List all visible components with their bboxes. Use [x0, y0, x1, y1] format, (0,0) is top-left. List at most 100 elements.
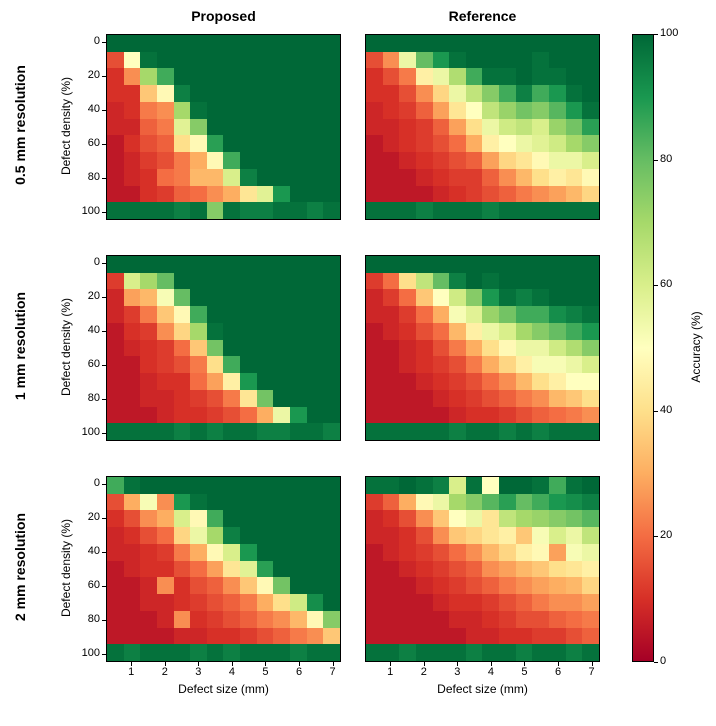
- heatmap-cell: [307, 306, 324, 323]
- heatmap-cell: [399, 323, 416, 340]
- heatmap-cell: [449, 35, 466, 52]
- heatmap-cell: [582, 135, 599, 152]
- heatmap-cell: [499, 119, 516, 136]
- heatmap-cell: [566, 390, 583, 407]
- heatmap-r1c1: [365, 255, 600, 441]
- heatmap-cell: [257, 407, 274, 424]
- heatmap-cell: [140, 289, 157, 306]
- heatmap-cell: [466, 68, 483, 85]
- heatmap-cell: [140, 340, 157, 357]
- heatmap-cell: [466, 340, 483, 357]
- heatmap-cell: [190, 477, 207, 494]
- heatmap-cell: [366, 169, 383, 186]
- heatmap-cell: [399, 544, 416, 561]
- heatmap-cell: [290, 494, 307, 511]
- heatmap-cell: [449, 423, 466, 440]
- heatmap-cell: [174, 135, 191, 152]
- heatmap-cell: [516, 169, 533, 186]
- heatmap-cell: [582, 407, 599, 424]
- heatmap-cell: [433, 510, 450, 527]
- heatmap-cell: [290, 68, 307, 85]
- heatmap-cell: [416, 152, 433, 169]
- heatmap-cell: [383, 119, 400, 136]
- heatmap-cell: [433, 373, 450, 390]
- heatmap-cell: [466, 135, 483, 152]
- heatmap-cell: [516, 256, 533, 273]
- heatmap-cell: [516, 273, 533, 290]
- heatmap-cell: [190, 628, 207, 645]
- row-title: 0.5 mm resolution: [12, 55, 28, 195]
- heatmap-cell: [140, 544, 157, 561]
- heatmap-cell: [549, 628, 566, 645]
- heatmap-cell: [383, 135, 400, 152]
- heatmap-cell: [140, 52, 157, 69]
- heatmap-cell: [157, 527, 174, 544]
- heatmap-cell: [157, 407, 174, 424]
- heatmap-cell: [174, 306, 191, 323]
- heatmap-cell: [549, 373, 566, 390]
- heatmap-cell: [566, 85, 583, 102]
- heatmap-cell: [549, 202, 566, 219]
- heatmap-cell: [532, 423, 549, 440]
- xtick-label: 4: [225, 666, 239, 678]
- heatmap-cell: [107, 544, 124, 561]
- heatmap-cell: [416, 510, 433, 527]
- heatmap-cell: [399, 594, 416, 611]
- heatmap-cell: [240, 356, 257, 373]
- heatmap-cell: [257, 35, 274, 52]
- heatmap-cell: [207, 544, 224, 561]
- heatmap-cell: [416, 119, 433, 136]
- heatmap-cell: [566, 256, 583, 273]
- heatmap-cell: [549, 390, 566, 407]
- heatmap-cell: [273, 68, 290, 85]
- heatmap-cell: [549, 494, 566, 511]
- heatmap-cell: [449, 186, 466, 203]
- heatmap-cell: [433, 152, 450, 169]
- heatmap-cell: [107, 102, 124, 119]
- heatmap-cell: [566, 577, 583, 594]
- heatmap-cell: [532, 628, 549, 645]
- heatmap-r0c1: [365, 34, 600, 220]
- heatmap-cell: [499, 561, 516, 578]
- heatmap-cell: [107, 510, 124, 527]
- heatmap-cell: [383, 477, 400, 494]
- heatmap-cell: [532, 52, 549, 69]
- heatmap-cell: [433, 256, 450, 273]
- heatmap-cell: [307, 186, 324, 203]
- heatmap-cell: [307, 356, 324, 373]
- heatmap-cell: [107, 561, 124, 578]
- heatmap-cell: [223, 35, 240, 52]
- heatmap-cell: [323, 373, 340, 390]
- heatmap-cell: [516, 407, 533, 424]
- heatmap-cell: [449, 477, 466, 494]
- heatmap-cell: [124, 544, 141, 561]
- heatmap-cell: [399, 356, 416, 373]
- heatmap-cell: [190, 561, 207, 578]
- heatmap-cell: [307, 407, 324, 424]
- heatmap-cell: [107, 494, 124, 511]
- heatmap-cell: [140, 356, 157, 373]
- heatmap-cell: [257, 628, 274, 645]
- heatmap-cell: [257, 135, 274, 152]
- ytick-label: 40: [76, 324, 100, 336]
- heatmap-cell: [290, 323, 307, 340]
- heatmap-cell: [383, 273, 400, 290]
- heatmap-cell: [532, 202, 549, 219]
- heatmap-cell: [223, 289, 240, 306]
- heatmap-cell: [240, 273, 257, 290]
- heatmap-cell: [383, 85, 400, 102]
- heatmap-cell: [290, 306, 307, 323]
- heatmap-cell: [582, 527, 599, 544]
- heatmap-cell: [466, 273, 483, 290]
- heatmap-cell: [223, 256, 240, 273]
- heatmap-cell: [240, 390, 257, 407]
- heatmap-cell: [383, 186, 400, 203]
- heatmap-cell: [240, 611, 257, 628]
- heatmap-cell: [240, 186, 257, 203]
- heatmap-cell: [290, 407, 307, 424]
- heatmap-cell: [566, 135, 583, 152]
- heatmap-cell: [383, 544, 400, 561]
- heatmap-cell: [323, 52, 340, 69]
- heatmap-cell: [240, 102, 257, 119]
- heatmap-cell: [107, 423, 124, 440]
